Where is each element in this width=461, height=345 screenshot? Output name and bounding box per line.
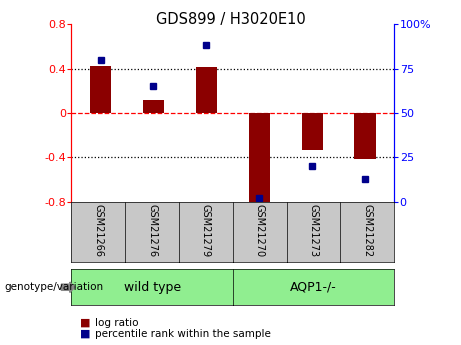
Text: wild type: wild type: [124, 281, 181, 294]
Text: GSM21270: GSM21270: [254, 204, 265, 257]
Text: GSM21266: GSM21266: [93, 204, 103, 257]
Text: GDS899 / H3020E10: GDS899 / H3020E10: [156, 12, 305, 27]
Text: log ratio: log ratio: [95, 318, 138, 327]
Bar: [143, 100, 164, 113]
Text: genotype/variation: genotype/variation: [5, 282, 104, 292]
Bar: [248, 113, 270, 204]
Bar: [90, 66, 111, 113]
Text: ■: ■: [80, 329, 90, 339]
Bar: [355, 113, 376, 158]
Bar: [196, 68, 217, 113]
Text: percentile rank within the sample: percentile rank within the sample: [95, 329, 271, 339]
Text: GSM21279: GSM21279: [201, 204, 211, 257]
Text: ■: ■: [80, 318, 90, 327]
Text: AQP1-/-: AQP1-/-: [290, 281, 337, 294]
Text: GSM21282: GSM21282: [362, 204, 372, 257]
Bar: [301, 113, 323, 150]
Text: GSM21276: GSM21276: [147, 204, 157, 257]
Text: GSM21273: GSM21273: [308, 204, 319, 257]
